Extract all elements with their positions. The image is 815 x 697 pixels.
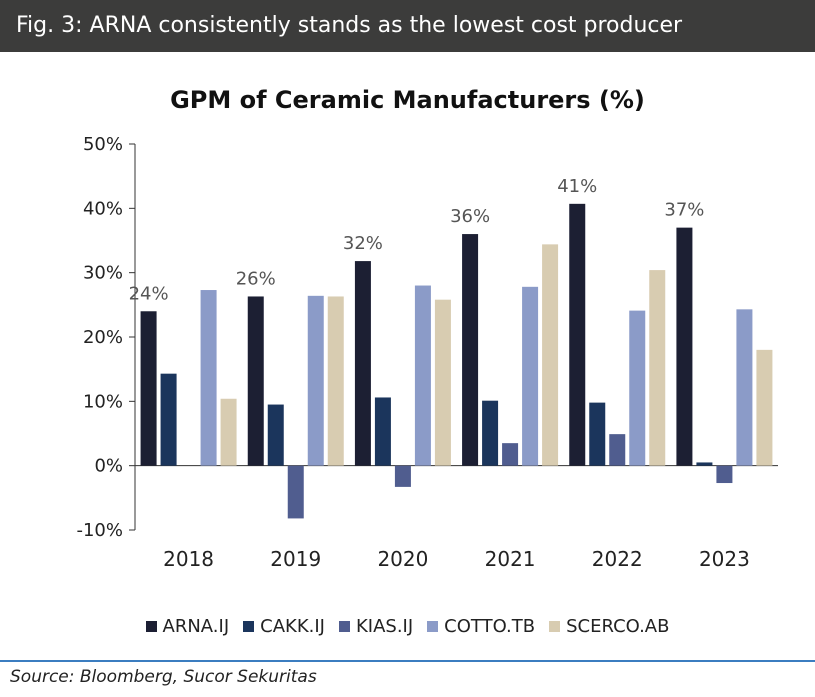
bar-cotto-tb: [736, 309, 753, 466]
figure-caption: Fig. 3: ARNA consistently stands as the …: [16, 13, 683, 38]
y-tick-label: -10%: [76, 520, 123, 541]
legend-label: KIAS.IJ: [355, 616, 414, 637]
data-label: 41%: [557, 176, 597, 197]
legend-label: SCERCO.AB: [566, 616, 670, 637]
x-tick-label: 2021: [485, 547, 536, 571]
bar-scerco-ab: [327, 296, 344, 466]
bar-chart: -10% 0% 10% 20% 30% 40% 50% 24% 2018 26% 2019 32% 20…: [76, 134, 778, 571]
bar-cakk-ij: [374, 397, 391, 466]
x-tick-label: 2018: [163, 547, 214, 571]
bar-cotto-tb: [414, 285, 431, 466]
bar-scerco-ab: [220, 398, 237, 466]
legend-swatch: [549, 621, 561, 632]
legend-swatch: [145, 621, 157, 632]
bar-cakk-ij: [160, 373, 177, 466]
bar-cotto-tb: [307, 295, 324, 466]
bar-kias-ij: [609, 434, 626, 466]
legend-label: CAKK.IJ: [260, 616, 325, 637]
data-label: 24%: [129, 283, 169, 304]
data-label: 32%: [343, 233, 383, 254]
legend-item: KIAS.IJ: [338, 616, 414, 637]
legend-swatch: [243, 621, 255, 632]
legend-item: SCERCO.AB: [549, 616, 669, 637]
bar-scerco-ab: [649, 270, 666, 466]
bar-kias-ij: [716, 465, 733, 484]
bar-scerco-ab: [434, 299, 451, 466]
bar-cakk-ij: [589, 402, 606, 466]
y-tick-label: 10%: [83, 391, 123, 412]
source-note: Source: Bloomberg, Sucor Sekuritas: [10, 667, 317, 687]
bar-cotto-tb: [522, 286, 539, 466]
x-tick-label: 2019: [270, 547, 321, 571]
bar-cakk-ij: [696, 462, 713, 466]
bar-kias-ij: [502, 443, 519, 466]
bar-kias-ij: [287, 465, 304, 519]
y-tick-label: 50%: [83, 134, 123, 155]
legend-item: CAKK.IJ: [243, 616, 325, 637]
bar-arna-ij: [140, 311, 157, 466]
legend-swatch: [338, 621, 350, 632]
chart-legend: ARNA.IJ CAKK.IJ KIAS.IJ COTTO.TB SCERCO.AB: [0, 616, 815, 637]
x-tick-label: 2020: [377, 547, 428, 571]
data-label: 36%: [450, 206, 490, 227]
figure-banner: Fig. 3: ARNA consistently stands as the …: [0, 0, 815, 52]
y-tick-label: 40%: [83, 198, 123, 219]
bar-cotto-tb: [629, 310, 646, 466]
legend-swatch: [427, 621, 439, 632]
data-label: 37%: [664, 200, 704, 221]
bar-arna-ij: [354, 261, 371, 466]
x-tick-label: 2022: [592, 547, 643, 571]
bar-cakk-ij: [482, 400, 499, 466]
chart-title: GPM of Ceramic Manufacturers (%): [170, 86, 645, 114]
legend-item: COTTO.TB: [427, 616, 535, 637]
legend-item: ARNA.IJ: [145, 616, 230, 637]
bar-arna-ij: [569, 203, 586, 466]
bar-cakk-ij: [267, 404, 284, 466]
y-tick-label: 30%: [83, 263, 123, 284]
y-tick-label: 20%: [83, 327, 123, 348]
bar-cotto-tb: [200, 290, 217, 466]
legend-label: COTTO.TB: [444, 616, 536, 637]
source-divider: [0, 660, 815, 662]
y-tick-label: 0%: [94, 456, 123, 477]
bar-arna-ij: [676, 227, 693, 466]
x-tick-label: 2023: [699, 547, 750, 571]
legend-label: ARNA.IJ: [162, 616, 230, 637]
bar-kias-ij: [394, 465, 411, 487]
bar-scerco-ab: [542, 244, 559, 466]
bar-scerco-ab: [756, 349, 773, 466]
bar-arna-ij: [247, 296, 264, 466]
data-label: 26%: [236, 268, 276, 289]
bar-arna-ij: [462, 234, 479, 466]
